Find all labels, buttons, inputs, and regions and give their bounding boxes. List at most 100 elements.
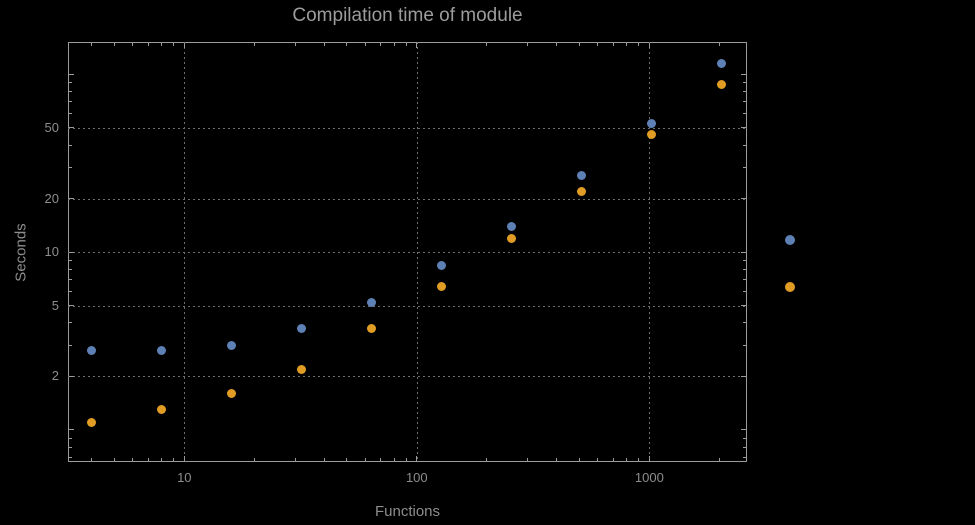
- y-tick-mark: [743, 291, 746, 293]
- y-tick-mark: [69, 437, 72, 439]
- grid-line-horizontal: [68, 252, 747, 254]
- y-tick-mark: [743, 144, 746, 146]
- x-tick-mark: [393, 458, 395, 461]
- x-tick-mark: [597, 43, 599, 46]
- y-tick-label: 50: [44, 119, 59, 135]
- y-tick-mark: [743, 91, 746, 93]
- x-tick-mark: [346, 458, 348, 461]
- y-tick-mark: [69, 279, 72, 281]
- x-tick-mark: [718, 43, 720, 46]
- data-point-series-2: [297, 364, 307, 374]
- grid-line-vertical: [649, 42, 651, 462]
- x-tick-mark: [648, 456, 650, 461]
- x-tick-mark: [364, 43, 366, 46]
- y-tick-mark: [743, 268, 746, 270]
- x-tick-mark: [113, 43, 115, 46]
- x-tick-label: 100: [405, 470, 428, 485]
- x-tick-mark: [393, 43, 395, 46]
- x-tick-mark: [556, 43, 558, 46]
- legend-marker-series-1: [785, 235, 795, 245]
- y-tick-mark: [69, 166, 72, 168]
- y-tick-mark: [69, 144, 72, 146]
- y-tick-mark: [69, 457, 72, 458]
- y-tick-mark: [69, 291, 72, 293]
- x-tick-mark: [173, 43, 175, 46]
- y-tick-mark: [743, 437, 746, 439]
- x-tick-mark: [486, 43, 488, 46]
- data-point-series-2: [157, 405, 167, 415]
- y-tick-label: 10: [44, 244, 59, 260]
- x-tick-mark: [578, 43, 580, 46]
- y-tick-mark: [69, 375, 74, 377]
- y-tick-mark: [743, 446, 746, 448]
- y-tick-mark: [743, 259, 746, 261]
- y-tick-label: 5: [51, 297, 59, 313]
- data-point-series-1: [367, 298, 377, 308]
- data-point-series-2: [367, 324, 377, 334]
- data-point-series-1: [157, 345, 167, 355]
- x-tick-mark: [294, 43, 296, 46]
- x-axis-label: Functions: [374, 503, 441, 520]
- data-point-series-2: [507, 233, 517, 243]
- data-point-series-1: [227, 340, 237, 350]
- y-tick-mark: [69, 113, 72, 115]
- x-tick-mark: [648, 43, 650, 48]
- x-tick-mark: [626, 458, 628, 461]
- grid-line-horizontal: [68, 127, 747, 129]
- y-tick-mark: [69, 101, 72, 103]
- x-tick-label: 10: [177, 470, 192, 485]
- grid-line-horizontal: [68, 198, 747, 200]
- y-tick-mark: [743, 166, 746, 168]
- y-tick-mark: [743, 322, 746, 324]
- y-tick-mark: [743, 457, 746, 458]
- data-point-series-2: [577, 186, 587, 196]
- x-tick-mark: [527, 458, 529, 461]
- x-tick-mark: [556, 458, 558, 461]
- x-tick-mark: [405, 43, 407, 46]
- x-tick-label: 1000: [634, 470, 664, 485]
- x-tick-mark: [161, 43, 163, 46]
- x-tick-mark: [364, 458, 366, 461]
- x-tick-mark: [380, 43, 382, 46]
- x-tick-mark: [597, 458, 599, 461]
- y-tick-mark: [743, 101, 746, 103]
- y-tick-mark: [741, 251, 746, 253]
- y-tick-mark: [69, 82, 72, 83]
- legend-marker-series-2: [785, 282, 795, 292]
- x-tick-mark: [578, 458, 580, 461]
- x-tick-mark: [294, 458, 296, 461]
- y-tick-mark: [741, 73, 746, 75]
- x-tick-mark: [486, 458, 488, 461]
- y-tick-mark: [741, 375, 746, 377]
- x-tick-mark: [380, 458, 382, 461]
- data-point-series-1: [507, 221, 517, 231]
- y-tick-mark: [69, 268, 72, 270]
- data-point-series-1: [87, 345, 97, 355]
- x-tick-mark: [253, 43, 255, 46]
- x-tick-mark: [638, 458, 640, 461]
- y-tick-mark: [69, 198, 74, 200]
- data-point-series-2: [227, 389, 237, 399]
- x-tick-mark: [323, 43, 325, 46]
- data-point-series-2: [437, 282, 447, 292]
- x-tick-mark: [173, 458, 175, 461]
- x-tick-mark: [416, 43, 418, 48]
- x-tick-mark: [147, 43, 149, 46]
- y-tick-mark: [743, 279, 746, 281]
- x-tick-mark: [91, 43, 93, 46]
- x-tick-mark: [183, 456, 185, 461]
- grid-line-vertical: [184, 42, 186, 462]
- x-tick-mark: [416, 456, 418, 461]
- x-tick-mark: [91, 458, 93, 461]
- y-tick-mark: [743, 82, 746, 83]
- x-tick-mark: [253, 458, 255, 461]
- y-tick-mark: [69, 127, 74, 129]
- y-tick-mark: [69, 322, 72, 324]
- x-tick-mark: [132, 43, 134, 46]
- x-tick-mark: [612, 458, 614, 461]
- y-tick-mark: [69, 429, 74, 431]
- data-point-series-2: [87, 418, 97, 428]
- x-tick-mark: [405, 458, 407, 461]
- grid-line-horizontal: [68, 305, 747, 307]
